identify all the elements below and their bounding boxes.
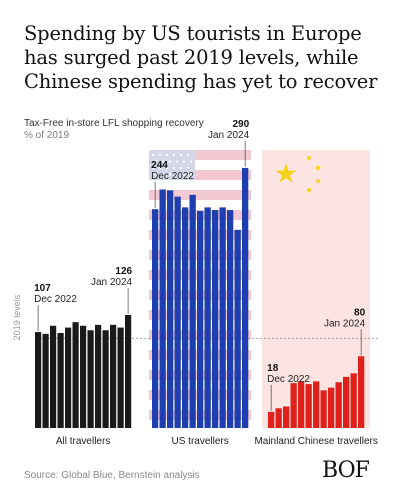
bar-0-2 [50,325,57,428]
bar-2-3 [290,383,297,428]
category-label: US travellers [172,436,229,447]
bar-2-10 [343,376,350,428]
china-star-icon [305,187,313,194]
bar-0-12 [125,315,132,428]
bar-0-8 [95,324,102,428]
bar-2-7 [320,390,327,428]
bar-1-6 [197,210,204,428]
bar-1-1 [159,189,166,428]
bar-2-1 [275,408,282,428]
bar-0-6 [80,325,87,428]
bar-2-6 [313,381,320,428]
data-label-date: Jan 2024 [91,277,133,288]
data-label-value: 18 [267,363,279,374]
bar-0-4 [65,327,72,428]
bar-0-10 [110,324,117,428]
bar-1-4 [182,207,189,428]
category-label: All travellers [56,436,110,447]
data-label-value: 107 [34,283,51,294]
bar-0-0 [35,332,42,428]
bar-1-12 [242,167,249,428]
bar-1-2 [167,190,174,428]
bar-2-4 [298,381,305,428]
bar-0-3 [57,332,64,428]
bar-1-3 [174,196,181,428]
reference-line-label: 2019 levels [12,294,22,340]
bar-0-5 [72,322,79,428]
chart-title: Spending by US tourists in Europe has su… [24,22,378,93]
data-label-date: Jan 2024 [324,318,366,329]
category-labels: All travellers US travellers Mainland Chin… [56,436,378,447]
bar-2-2 [283,406,290,428]
bar-1-8 [212,210,219,428]
bar-1-5 [189,194,196,428]
data-label-date: Dec 2022 [267,374,310,385]
bars-group [35,167,365,428]
data-label-value: 290 [232,119,249,130]
bar-2-0 [268,411,275,428]
data-label-value: 80 [354,307,366,318]
bar-1-9 [219,207,226,428]
bar-0-7 [87,330,94,428]
china-star-icon [275,163,297,183]
china-star-icon [314,177,322,185]
bar-2-11 [350,373,357,428]
china-star-icon [305,155,313,162]
data-label-date: Dec 2022 [34,294,77,305]
bar-1-10 [227,210,234,428]
category-label: Mainland Chinese travellers [254,436,377,447]
bar-2-12 [358,356,365,428]
bar-1-0 [152,209,159,428]
bar-0-11 [117,327,124,428]
data-label-date: Dec 2022 [151,171,194,182]
data-label-value: 244 [151,160,168,171]
bar-0-9 [102,330,109,428]
data-label-date: Jan 2024 [208,130,250,141]
china-star-icon [314,164,322,172]
bar-2-9 [335,382,342,428]
bar-1-7 [204,207,211,428]
chart-subtitle: Tax-Free in-store LFL shopping recovery [24,118,204,129]
chart-unit: % of 2019 [24,130,70,141]
bar-2-5 [305,384,312,428]
data-label-value: 126 [115,266,132,277]
bof-logo: BOF [322,458,370,483]
bar-0-1 [42,333,49,428]
bar-2-8 [328,387,335,428]
bar-1-11 [234,229,241,428]
source-note: Source: Global Blue, Bernstein analysis [24,470,200,481]
